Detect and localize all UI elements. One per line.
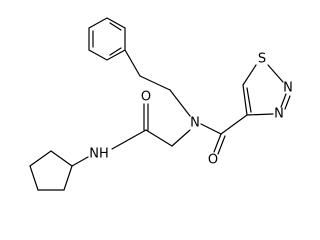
bond <box>267 64 284 83</box>
bond <box>71 156 89 167</box>
atom-label: O <box>141 90 151 105</box>
bond <box>280 93 287 108</box>
bond <box>246 87 252 113</box>
molecule-diagram: N O O NH S N N <box>29 17 293 191</box>
bond <box>111 129 147 150</box>
atom-label: O <box>208 153 218 168</box>
bond <box>124 49 141 77</box>
bond <box>213 133 222 153</box>
atom-label: N <box>283 81 293 96</box>
bond <box>139 75 171 91</box>
benzene-ring <box>88 17 126 61</box>
bond <box>217 135 226 155</box>
atom-label: N <box>190 116 200 131</box>
atom-label: NH <box>89 147 109 162</box>
cyclopentane-ring <box>29 150 73 191</box>
bond <box>109 22 122 31</box>
bond <box>169 89 191 117</box>
atom-label: N <box>274 107 284 122</box>
bond <box>109 47 122 56</box>
bond <box>200 123 222 135</box>
bonds <box>29 17 291 191</box>
bond <box>284 95 291 110</box>
bond <box>242 84 248 116</box>
bond <box>246 113 274 116</box>
atom-label: S <box>258 52 266 67</box>
bond <box>220 114 248 135</box>
bond <box>242 64 257 86</box>
atom-labels: N O O NH S N N <box>89 52 293 168</box>
bond <box>145 129 173 147</box>
bond <box>171 129 191 147</box>
